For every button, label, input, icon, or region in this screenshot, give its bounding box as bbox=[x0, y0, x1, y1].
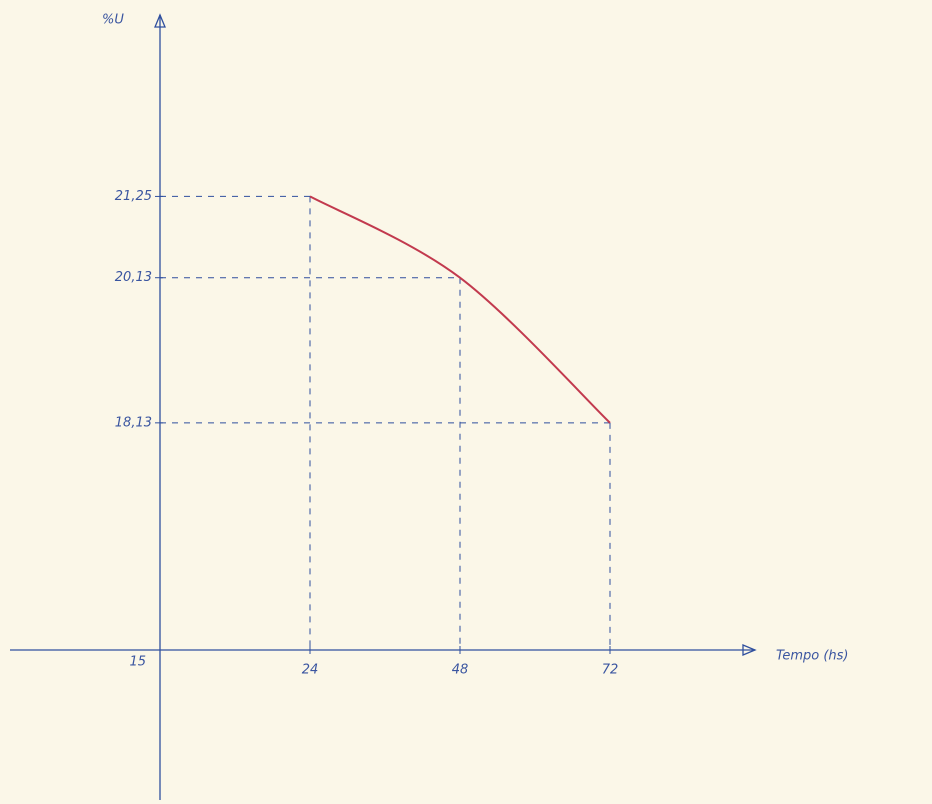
y-tick-label: 21,25 bbox=[115, 189, 152, 204]
y-tick-label: 20,13 bbox=[115, 270, 152, 285]
x-tick-label: 72 bbox=[602, 663, 619, 678]
y-tick-label: 18,13 bbox=[115, 415, 152, 430]
page: %U Tempo (hs) 1518,1320,1321,25244872 ((… bbox=[0, 0, 932, 804]
x-tick-label: 48 bbox=[452, 663, 469, 678]
chart: %U Tempo (hs) 15 18,13 20,13 21,25 24 48 72 bbox=[0, 0, 932, 804]
paper bbox=[0, 0, 932, 804]
x-axis-label: Tempo (hs) bbox=[776, 649, 849, 664]
x-tick-label: 24 bbox=[302, 663, 319, 678]
y-tick-label: 15 bbox=[129, 655, 146, 670]
y-axis-label: %U bbox=[102, 13, 124, 28]
